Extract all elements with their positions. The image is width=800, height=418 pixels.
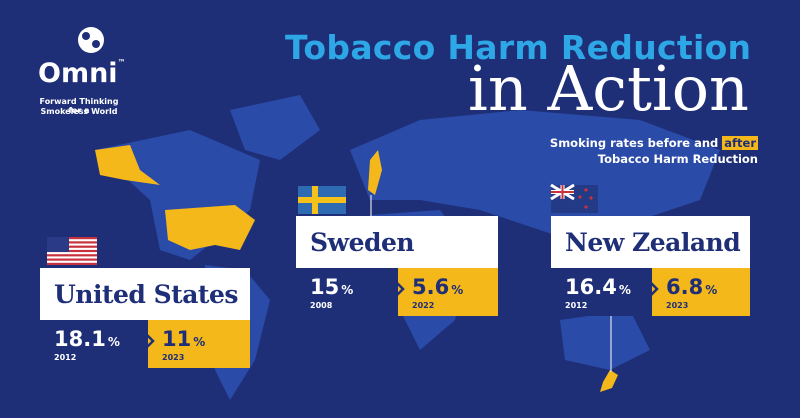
value: 6.8 — [666, 275, 704, 299]
stat-before: 15% 2008 — [296, 268, 398, 316]
sweden-shape — [368, 150, 382, 195]
australia — [560, 310, 650, 370]
year: 2022 — [412, 301, 435, 310]
sweden-flag — [298, 186, 346, 214]
arrow — [396, 282, 405, 296]
tagline: Smokeless World — [40, 107, 118, 116]
year: 2012 — [565, 301, 588, 310]
year: 2023 — [162, 353, 185, 362]
subtitle-text: Smoking rates before and — [549, 136, 723, 150]
unit: % — [618, 283, 631, 297]
arrow — [146, 334, 155, 348]
value: 18.1 — [54, 327, 106, 351]
unit: % — [193, 335, 206, 349]
country-name: Sweden — [296, 216, 498, 268]
eurasia — [350, 110, 720, 250]
stat-after: 11% 2023 — [148, 320, 250, 368]
country-name: United States — [40, 268, 250, 320]
value: 16.4 — [565, 275, 617, 299]
logo: Omni™ — [38, 58, 126, 89]
title: Tobacco Harm Reduction — [285, 28, 752, 67]
stat-value: 11% — [162, 327, 250, 351]
year: 2008 — [310, 301, 333, 310]
unit: % — [107, 335, 120, 349]
value: 5.6 — [412, 275, 450, 299]
subtitle: Smoking rates before and after — [550, 136, 758, 150]
country-name: New Zealand — [551, 216, 750, 268]
stat-after: 6.8% 2023 — [652, 268, 750, 316]
value: 11 — [162, 327, 192, 351]
greenland — [230, 95, 320, 160]
alaska — [95, 145, 160, 185]
arrow — [650, 282, 659, 296]
stat-value: 15% — [310, 275, 398, 299]
unit: % — [451, 283, 464, 297]
tagline: Forward Thinking for a — [39, 97, 119, 115]
unit: % — [341, 283, 354, 297]
year: 2012 — [54, 353, 77, 362]
stat-before: 18.1% 2012 — [40, 320, 148, 368]
unit: % — [705, 283, 718, 297]
stat-value: 6.8% — [666, 275, 750, 299]
logo-icon — [78, 27, 104, 53]
year: 2023 — [666, 301, 689, 310]
usa-shape — [165, 205, 255, 250]
stat-value: 16.4% — [565, 275, 652, 299]
nz-shape — [600, 370, 618, 392]
subtitle-highlight: after — [722, 136, 758, 150]
trademark: ™ — [117, 58, 126, 67]
value: 15 — [310, 275, 340, 299]
logo-name: Omni — [38, 58, 118, 89]
title: in Action — [468, 52, 749, 125]
us-flag — [47, 237, 97, 265]
subtitle: Tobacco Harm Reduction — [597, 152, 758, 166]
nz-flag — [550, 183, 598, 213]
stat-before: 16.4% 2012 — [551, 268, 652, 316]
stat-after: 5.6% 2022 — [398, 268, 498, 316]
stat-value: 18.1% — [54, 327, 148, 351]
stat-value: 5.6% — [412, 275, 498, 299]
